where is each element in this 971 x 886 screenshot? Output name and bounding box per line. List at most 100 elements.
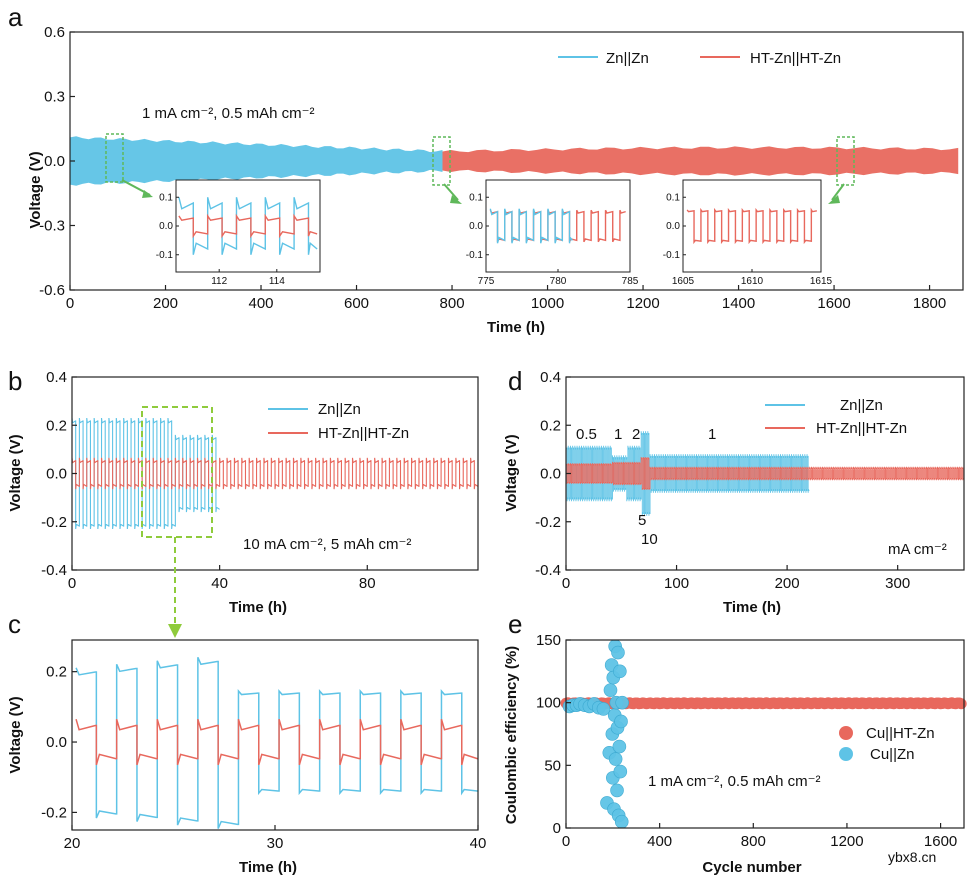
panel-e-condition: 1 mA cm⁻², 0.5 mAh cm⁻² [648, 773, 821, 790]
panel-a-xtick-label: 600 [344, 295, 369, 312]
panel-d-ticks: 0 100 200 300 -0.4 -0.2 0.0 0.2 0.4 [535, 369, 910, 592]
rate-label-0-5: 0.5 [576, 426, 597, 443]
panel-c-ticks: 20 30 40 -0.2 0.0 0.2 [41, 664, 486, 852]
inset-marker-3 [836, 136, 855, 186]
inset-marker-1 [105, 133, 124, 183]
panel-a-condition: 1 mA cm⁻², 0.5 mAh cm⁻² [142, 105, 315, 122]
panel-e-chart: 0 400 800 1200 1600 0 50 100 150 Coulombic effic… [503, 632, 967, 876]
panel-e-xtick-label: 1200 [830, 833, 863, 850]
inset-2-ytick-label: -0.1 [466, 250, 484, 261]
panel-e-legend-marker-cuzn [839, 747, 853, 761]
panel-d-chart: 0 100 200 300-0.4-0.20.00.20.4 Voltage (V) … [503, 369, 965, 616]
rate-label-10: 10 [641, 531, 658, 548]
panel-d-xlabel: Time (h) [723, 599, 781, 616]
panel-d-unit: mA cm⁻² [888, 541, 947, 558]
panel-b-condition: 10 mA cm⁻², 5 mAh cm⁻² [243, 536, 411, 553]
inset-3-ytick-label: -0.1 [663, 250, 681, 261]
panel-a-ytick-label: 0.6 [44, 24, 65, 41]
panel-b-ytick-label: -0.4 [41, 562, 67, 579]
panel-d-ytick-label: -0.2 [535, 514, 561, 531]
panel-b-series [71, 417, 479, 530]
panel-a-xtick-label: 800 [440, 295, 465, 312]
inset-2-xtick-label: 780 [550, 276, 567, 287]
series-line-htzn [71, 457, 479, 490]
panel-a-xtick-label: 1200 [626, 295, 659, 312]
panel-d-xtick-label: 0 [562, 575, 570, 592]
panel-b-letter: b [8, 366, 22, 396]
inset-3-series-htzn [686, 207, 817, 245]
panel-c-xtick-label: 20 [64, 835, 81, 852]
panel-c-ytick-label: 0.2 [46, 664, 67, 681]
panel-e-xtick-label: 0 [562, 833, 570, 850]
point-cuzn [596, 702, 611, 716]
legend-label-htzn: HT-Zn||HT-Zn [750, 50, 841, 67]
panel-a-ytick-label: -0.3 [39, 218, 65, 235]
rate-label-2: 2 [632, 426, 640, 443]
inset-arrow-3 [831, 183, 845, 201]
panel-c-letter: c [8, 609, 21, 639]
panel-d-series [565, 431, 965, 516]
inset-3-frame [682, 179, 822, 273]
point-cuzn [613, 764, 628, 779]
panel-e-series [560, 639, 967, 829]
rate-label-1a: 1 [614, 426, 622, 443]
inset-3-ytick-label: 0.1 [666, 192, 680, 203]
inset-2-xtick-label: 775 [478, 276, 495, 287]
panel-e-frame [565, 639, 965, 829]
panel-d-ytick-label: -0.4 [535, 562, 561, 579]
panel-b-xtick-label: 40 [211, 575, 228, 592]
panel-e-xlabel: Cycle number [702, 859, 801, 876]
point-cuzn [603, 683, 618, 697]
point-cuzn [608, 752, 623, 766]
inset-3-ytick-label: 0.0 [666, 221, 680, 232]
inset-arrowhead-1 [142, 190, 153, 198]
panel-c-xtick-label: 40 [470, 835, 487, 852]
inset-3-xtick-label: 1605 [672, 276, 695, 287]
panel-d-legend-label-zn: Zn||Zn [840, 397, 883, 414]
panel-c-chart: 20 30 40 -0.2 0.0 0.2 Voltage (V) Time (h) [7, 639, 486, 876]
panel-b-chart: 0 40 80 -0.4 -0.2 0.0 0.2 0.4 Voltage (V) Time … [7, 369, 479, 638]
point-cuzn [614, 714, 628, 729]
panel-b-legend-label-zn: Zn||Zn [318, 401, 361, 418]
inset-2-xtick-label: 785 [622, 276, 639, 287]
inset-1-ytick-label: 0.0 [159, 221, 173, 232]
inset-2-ytick-label: 0.1 [469, 192, 483, 203]
series-band-htzn [442, 146, 959, 176]
panel-a-xtick-label: 200 [153, 295, 178, 312]
panel-e-xtick-label: 1600 [924, 833, 957, 850]
inset-3-xtick-label: 1615 [810, 276, 833, 287]
rate-label-1b: 1 [708, 426, 716, 443]
series-line-htzn [75, 718, 478, 766]
panel-d-legend-label-htzn: HT-Zn||HT-Zn [816, 420, 907, 437]
panel-e-ylabel: Coulombic efficiency (%) [503, 646, 520, 824]
panel-e-ticks: 0 400 800 1200 1600 0 50 100 150 [536, 632, 957, 850]
inset-1-series-htzn [178, 213, 318, 239]
panel-c-xtick-label: 30 [267, 835, 284, 852]
panel-a-ylabel: Voltage (V) [27, 151, 44, 228]
panel-e-xtick-label: 800 [741, 833, 766, 850]
inset-1-frame [175, 179, 321, 273]
legend-label-zn: Zn||Zn [606, 50, 649, 67]
panel-a-xtick-label: 1000 [531, 295, 564, 312]
panel-b-ylabel: Voltage (V) [7, 434, 24, 511]
point-cuht [955, 698, 967, 710]
point-cuzn [614, 814, 629, 829]
panel-b-legend-label-htzn: HT-Zn||HT-Zn [318, 425, 409, 442]
panel-b-xlabel: Time (h) [229, 599, 287, 616]
inset-1-xtick-label: 112 [211, 276, 227, 287]
inset-2-series-zn [489, 208, 573, 244]
panel-a-xtick-label: 1600 [817, 295, 850, 312]
panel-a-ticks: 0 200 400 600 800 1000 1200 1400 1600 1800 -0.6 -0.… [39, 24, 946, 312]
panel-c-ylabel: Voltage (V) [7, 696, 24, 773]
panel-c-ytick-label: -0.2 [41, 804, 67, 821]
panel-d-ylabel: Voltage (V) [503, 434, 520, 511]
inset-2-frame [485, 179, 631, 273]
panel-d-ytick-label: 0.2 [540, 417, 561, 434]
panel-b-ytick-label: 0.0 [46, 466, 67, 483]
watermark: ybx8.cn [888, 849, 936, 865]
series-band-zn [70, 136, 443, 186]
panel-a-series [70, 136, 959, 186]
inset-marker-2 [432, 136, 451, 186]
panel-a-xlabel: Time (h) [487, 319, 545, 336]
panel-a-xtick-label: 0 [66, 295, 74, 312]
